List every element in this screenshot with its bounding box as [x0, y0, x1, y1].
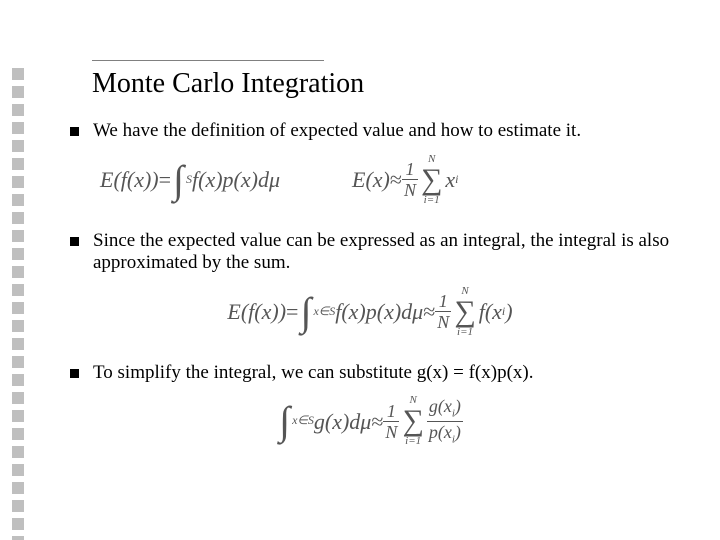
margin-square	[12, 410, 24, 422]
margin-square	[12, 500, 24, 512]
equals-sign: =	[286, 299, 298, 324]
margin-square	[12, 158, 24, 170]
margin-square	[12, 104, 24, 116]
frac-num: g(xi)	[427, 396, 463, 421]
formula-expected-def: E(f(x)) = ∫S f(x)p(x)dμ	[94, 160, 286, 200]
approx-sign: ≈	[423, 299, 435, 324]
margin-square	[12, 212, 24, 224]
fraction: g(xi) p(xi)	[427, 396, 463, 446]
sum-icon: N∑i=1	[402, 395, 423, 447]
f-lhs: E(f(x))	[227, 299, 286, 324]
equals-sign: =	[159, 167, 171, 192]
int-sub: x∈S	[313, 305, 335, 319]
sum-term: x	[445, 167, 455, 192]
frac-num: 1	[403, 159, 416, 179]
approx-sign: ≈	[371, 409, 383, 434]
frac-den: p(xi)	[427, 422, 463, 447]
formula-row-3: ∫x∈S g(x)dμ ≈ 1N N∑i=1 g(xi) p(xi)	[70, 391, 670, 451]
title-rule	[92, 60, 324, 61]
margin-square	[12, 302, 24, 314]
fraction: 1N	[402, 159, 418, 200]
frac-den: N	[402, 180, 418, 200]
f-lhs: E(f(x))	[100, 167, 159, 192]
frac-den: N	[383, 422, 399, 442]
slide: Monte Carlo Integration We have the defi…	[0, 0, 720, 540]
frac-den: N	[435, 312, 451, 332]
margin-square	[12, 68, 24, 80]
integrand: f(x)p(x)dμ	[335, 299, 423, 324]
slide-title: Monte Carlo Integration	[92, 68, 364, 100]
sum-term: f(x	[479, 299, 502, 324]
sum-term-tail: )	[505, 299, 512, 324]
margin-square	[12, 284, 24, 296]
margin-square	[12, 320, 24, 332]
sum-icon: N∑i=1	[421, 154, 442, 206]
margin-square	[12, 464, 24, 476]
fraction: 1N	[435, 291, 451, 332]
bullet-icon	[70, 237, 79, 246]
approx-sign: ≈	[390, 167, 402, 192]
margin-square	[12, 266, 24, 278]
formula-expected-est: E(x) ≈ 1N N∑i=1 xi	[346, 150, 464, 210]
int-sub: x∈S	[292, 414, 314, 428]
margin-square	[12, 356, 24, 368]
margin-decoration	[12, 68, 24, 540]
bullet-icon	[70, 127, 79, 136]
margin-square	[12, 428, 24, 440]
title-block: Monte Carlo Integration	[92, 60, 364, 92]
integral-icon: ∫	[173, 164, 184, 196]
bullet-text: Since the expected value can be expresse…	[93, 230, 670, 274]
integral-icon: ∫	[279, 405, 290, 437]
frac-num: 1	[437, 291, 450, 311]
sum-lower: i=1	[424, 195, 440, 206]
bullet-item: To simplify the integral, we can substit…	[70, 362, 670, 384]
sum-lower: i=1	[457, 327, 473, 338]
sum-lower: i=1	[405, 436, 421, 447]
f-lhs: E(x)	[352, 167, 390, 192]
bullet-text: To simplify the integral, we can substit…	[93, 362, 670, 384]
sum-icon: N∑i=1	[454, 286, 475, 338]
margin-square	[12, 194, 24, 206]
bullet-icon	[70, 369, 79, 378]
margin-square	[12, 482, 24, 494]
margin-square	[12, 392, 24, 404]
integrand: f(x)p(x)dμ	[192, 167, 280, 192]
bullet-item: We have the definition of expected value…	[70, 120, 670, 142]
bullet-text: We have the definition of expected value…	[93, 120, 670, 142]
fraction: 1N	[383, 401, 399, 442]
margin-square	[12, 230, 24, 242]
bullet-item: Since the expected value can be expresse…	[70, 230, 670, 274]
frac-num: 1	[385, 401, 398, 421]
formula-row-1: E(f(x)) = ∫S f(x)p(x)dμ E(x) ≈ 1N N∑i=1 …	[94, 150, 670, 210]
slide-body: We have the definition of expected value…	[70, 120, 670, 471]
margin-square	[12, 518, 24, 530]
margin-square	[12, 176, 24, 188]
margin-square	[12, 86, 24, 98]
formula-integral-sum: E(f(x)) = ∫x∈S f(x)p(x)dμ ≈ 1N N∑i=1 f(x…	[221, 282, 518, 342]
margin-square	[12, 248, 24, 260]
margin-square	[12, 122, 24, 134]
margin-square	[12, 536, 24, 540]
integral-icon: ∫	[300, 296, 311, 328]
formula-row-2: E(f(x)) = ∫x∈S f(x)p(x)dμ ≈ 1N N∑i=1 f(x…	[70, 282, 670, 342]
margin-square	[12, 446, 24, 458]
formula-substitution: ∫x∈S g(x)dμ ≈ 1N N∑i=1 g(xi) p(xi)	[271, 391, 469, 451]
margin-square	[12, 140, 24, 152]
integrand: g(x)dμ	[314, 409, 371, 434]
sum-term-sub: i	[455, 173, 458, 187]
margin-square	[12, 338, 24, 350]
margin-square	[12, 374, 24, 386]
